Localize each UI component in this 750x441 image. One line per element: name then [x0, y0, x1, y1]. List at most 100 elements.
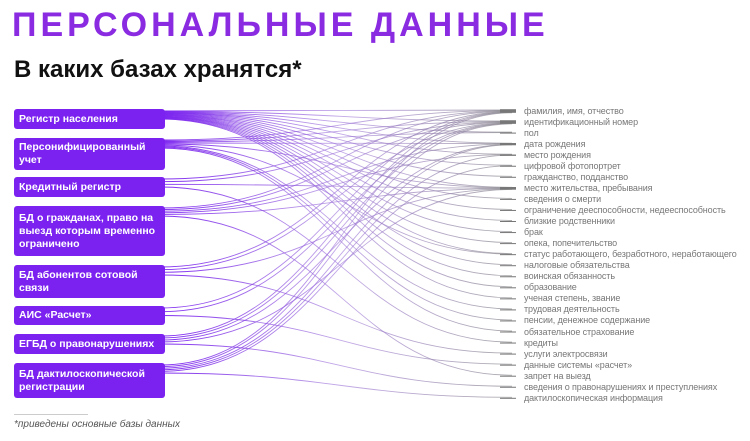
flow-link: [159, 123, 513, 368]
source-box: Персонифицированный учет: [14, 138, 165, 170]
target-label: ученая степень, звание: [524, 293, 621, 304]
flow-link: [159, 122, 513, 313]
flow-link: [159, 145, 513, 310]
source-box: АИС «Расчет»: [14, 306, 165, 325]
target-bundle-mark: [500, 187, 516, 190]
target-label: трудовая деятельность: [524, 304, 620, 315]
flow-link: [159, 118, 513, 288]
target-bundle-mark: [500, 353, 516, 355]
flow-link: [159, 372, 513, 398]
flow-link: [159, 146, 513, 321]
flow-link: [159, 115, 513, 221]
flow-link: [159, 315, 513, 365]
target-label: ограничение дееспособности, недееспособн…: [524, 204, 726, 215]
flow-link: [159, 111, 513, 309]
target-bundle-mark: [500, 254, 516, 256]
footnote-divider: [14, 414, 88, 415]
page-title: ПЕРСОНАЛЬНЫЕ ДАННЫЕ: [12, 6, 549, 44]
flow-link: [159, 144, 513, 255]
flow-link: [159, 154, 513, 214]
flow-link: [159, 114, 513, 210]
flow-link: [159, 123, 513, 339]
target-bundle-mark: [500, 132, 516, 134]
target-bundle-mark: [500, 176, 516, 178]
source-box: БД дактилоскопической регистрации: [14, 363, 165, 398]
target-label: образование: [524, 282, 577, 293]
flow-link: [159, 165, 513, 372]
flow-link: [159, 215, 513, 376]
target-bundle-mark: [500, 342, 516, 344]
flow-link: [159, 110, 513, 209]
flow-link: [159, 116, 513, 244]
flow-link: [159, 188, 513, 343]
flow-link: [159, 147, 513, 332]
target-bundle-mark: [500, 265, 516, 267]
target-bundle-mark: [500, 209, 516, 211]
flow-link: [159, 183, 513, 189]
flow-link: [159, 121, 513, 211]
flow-link: [159, 121, 513, 142]
target-bundle-mark: [500, 221, 516, 222]
target-bundle-mark: [500, 143, 516, 146]
flow-link: [159, 186, 513, 343]
target-label: гражданство, подданство: [524, 171, 629, 182]
target-label: цифровой фотопортрет: [524, 160, 621, 171]
target-label: пол: [524, 127, 539, 138]
source-box: ЕГБД о правонарушениях: [14, 334, 165, 354]
flow-link: [159, 118, 513, 299]
target-bundle-mark: [500, 165, 516, 167]
source-box: Кредитный регистр: [14, 177, 165, 197]
target-bundle-mark: [500, 331, 516, 333]
target-label: воинская обязанность: [524, 271, 615, 282]
flow-link: [159, 111, 513, 144]
target-bundle-mark: [500, 386, 516, 388]
target-label: дактилоскопическая информация: [524, 392, 663, 403]
flow-link: [159, 154, 513, 371]
flow-link: [159, 115, 513, 232]
flow-link: [159, 116, 513, 255]
target-bundle-mark: [500, 298, 516, 300]
target-bundle-mark: [500, 375, 516, 377]
flow-link: [159, 112, 513, 155]
flow-link: [159, 143, 513, 189]
target-bundle-mark: [500, 287, 516, 289]
target-bundle-marks: [500, 109, 516, 399]
target-label: налоговые обязательства: [524, 260, 630, 271]
flow-link: [159, 132, 513, 143]
target-label: сведения о смерти: [524, 193, 602, 204]
target-label: опека, попечительство: [524, 238, 618, 249]
flow-link: [159, 144, 513, 369]
flow-link: [159, 109, 513, 141]
target-label: место рождения: [524, 149, 591, 160]
target-label: кредиты: [524, 337, 558, 348]
target-bundle-mark: [500, 309, 516, 311]
target-label: близкие родственники: [524, 216, 615, 226]
target-label: фамилия, имя, отчество: [524, 105, 624, 116]
flow-link: [159, 143, 513, 212]
target-bundle-mark: [500, 232, 516, 234]
flow-link: [159, 111, 513, 122]
flow-link: [159, 112, 513, 166]
flow-link: [159, 114, 513, 199]
footnote: *приведены основные базы данных: [14, 419, 180, 430]
target-label: место жительства, пребывания: [524, 182, 653, 193]
target-bundle-mark: [500, 154, 516, 156]
target-label: идентификационный номер: [524, 116, 638, 127]
target-label: пенсии, денежное содержание: [524, 315, 651, 326]
target-bundle-mark: [500, 198, 516, 200]
target-label: услуги электросвязи: [524, 348, 608, 359]
flow-link: [159, 111, 513, 337]
source-box: БД абонентов сотовой связи: [14, 265, 165, 298]
flow-link: [159, 110, 513, 180]
flow-link: [159, 122, 513, 271]
target-bundle-mark: [500, 397, 516, 399]
flow-link: [159, 188, 513, 215]
flow-link: [159, 111, 513, 268]
target-label: сведения о правонарушениях и преступлени…: [524, 381, 718, 392]
flow-link: [159, 111, 513, 133]
target-label: обязательное страхование: [524, 326, 635, 337]
flow-link: [159, 117, 513, 277]
flow-link: [159, 112, 513, 366]
target-label: брак: [524, 227, 543, 238]
flow-link: [159, 109, 513, 112]
